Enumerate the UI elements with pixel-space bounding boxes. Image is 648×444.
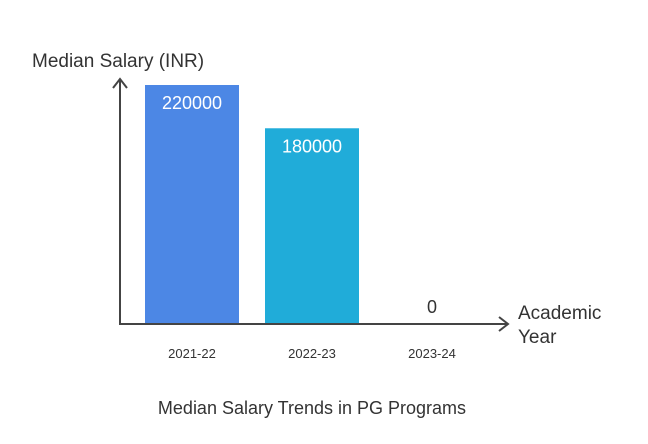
x-tick-label: 2021-22 bbox=[168, 346, 216, 361]
x-tick-label: 2022-23 bbox=[288, 346, 336, 361]
data-label-2023-24: 0 bbox=[427, 297, 437, 317]
y-axis-arrow-icon bbox=[112, 77, 128, 89]
x-axis-label-line1: Academic bbox=[518, 303, 601, 324]
bar-2022-23 bbox=[265, 128, 359, 323]
x-axis-arrow-icon bbox=[498, 316, 510, 332]
x-axis-label-line2: Year bbox=[518, 327, 557, 348]
chart-title: Median Salary Trends in PG Programs bbox=[158, 398, 466, 418]
data-label-2022-23: 180000 bbox=[282, 136, 342, 156]
data-label-2021-22: 220000 bbox=[162, 93, 222, 113]
y-axis-label: Median Salary (INR) bbox=[32, 51, 204, 72]
x-tick-label: 2023-24 bbox=[408, 346, 456, 361]
bar-2021-22 bbox=[145, 85, 239, 323]
